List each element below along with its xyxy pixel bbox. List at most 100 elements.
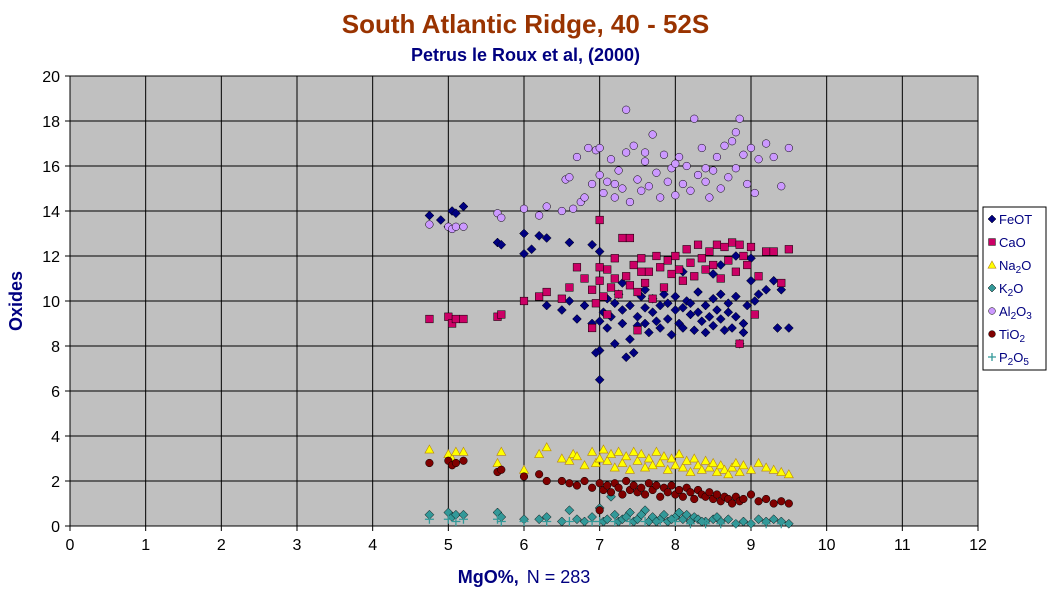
x-axis-title-note: N = 283 [527, 567, 591, 587]
data-point [777, 278, 786, 288]
data-point [610, 193, 619, 202]
data-point [768, 514, 779, 525]
data-point [569, 204, 578, 213]
data-point [693, 170, 703, 180]
data-point [610, 517, 620, 526]
data-point [425, 458, 434, 468]
data-point [704, 311, 715, 322]
data-point [769, 499, 778, 508]
data-point [637, 483, 646, 492]
data-point [572, 263, 582, 272]
data-point [735, 240, 744, 249]
data-point [617, 457, 628, 467]
data-point [565, 283, 574, 292]
data-point [643, 327, 654, 338]
data-point [678, 492, 687, 501]
data-point [594, 316, 605, 327]
data-point [594, 246, 605, 257]
data-point [618, 490, 627, 499]
data-point [450, 446, 461, 456]
data-point [663, 256, 672, 265]
data-point [678, 179, 687, 189]
data-point [640, 157, 650, 166]
data-point [761, 284, 771, 295]
data-point [603, 481, 612, 490]
data-point [675, 152, 684, 162]
x-tick-label: 12 [969, 537, 987, 554]
data-point [762, 139, 771, 148]
data-point [599, 188, 608, 198]
data-point [784, 499, 793, 508]
data-point [643, 453, 654, 463]
data-point [689, 325, 700, 336]
data-point [734, 466, 745, 476]
data-point [541, 300, 552, 311]
data-point [738, 327, 749, 338]
data-point [783, 469, 794, 479]
data-point [621, 451, 632, 461]
data-point [459, 456, 468, 465]
data-point [640, 148, 650, 157]
legend-marker [988, 238, 996, 246]
data-point [640, 278, 650, 288]
data-point [435, 215, 446, 225]
data-point [715, 314, 726, 324]
data-point [564, 237, 575, 248]
data-point [662, 464, 673, 474]
data-point [712, 512, 722, 522]
data-point [670, 517, 680, 526]
data-point [644, 479, 653, 488]
data-point [738, 516, 749, 527]
x-axis-title: MgO%, N = 283 [458, 567, 591, 587]
data-point [598, 444, 609, 454]
data-point [769, 152, 778, 162]
data-point [712, 152, 722, 162]
series-cao [425, 215, 793, 348]
data-point [640, 302, 650, 313]
data-point [723, 307, 734, 318]
data-point [656, 193, 665, 202]
data-point [610, 179, 619, 189]
data-point [762, 494, 771, 504]
data-point [708, 320, 719, 331]
data-point [519, 472, 529, 481]
data-point [716, 519, 726, 529]
data-point [762, 247, 771, 256]
data-point [571, 451, 582, 461]
data-point [542, 202, 551, 211]
data-point [644, 267, 653, 276]
data-point [458, 446, 469, 456]
data-point [451, 314, 460, 324]
data-point [588, 179, 597, 189]
data-point [666, 453, 677, 463]
data-point [652, 168, 661, 177]
data-point [776, 519, 786, 529]
data-point [731, 519, 741, 529]
y-tick-label: 16 [42, 159, 60, 176]
data-point [451, 458, 460, 468]
data-point [595, 479, 604, 488]
data-point [587, 446, 598, 456]
y-tick-label: 14 [42, 204, 60, 221]
data-point [622, 148, 631, 157]
data-point [783, 323, 794, 333]
legend-label: CaO [999, 235, 1026, 250]
data-point [659, 283, 669, 292]
data-point [628, 446, 639, 456]
data-point [708, 269, 719, 279]
data-point [651, 446, 662, 456]
data-point [686, 186, 695, 195]
data-point [564, 296, 575, 306]
data-point [675, 485, 684, 495]
data-point [647, 307, 658, 318]
data-point [693, 307, 703, 318]
data-point [715, 260, 726, 270]
data-point [768, 275, 779, 286]
data-point [659, 289, 669, 300]
series-feot [424, 201, 794, 385]
data-point [720, 242, 729, 252]
data-point [658, 451, 669, 461]
data-point [526, 244, 537, 255]
data-point [541, 442, 552, 452]
data-point [731, 164, 740, 173]
